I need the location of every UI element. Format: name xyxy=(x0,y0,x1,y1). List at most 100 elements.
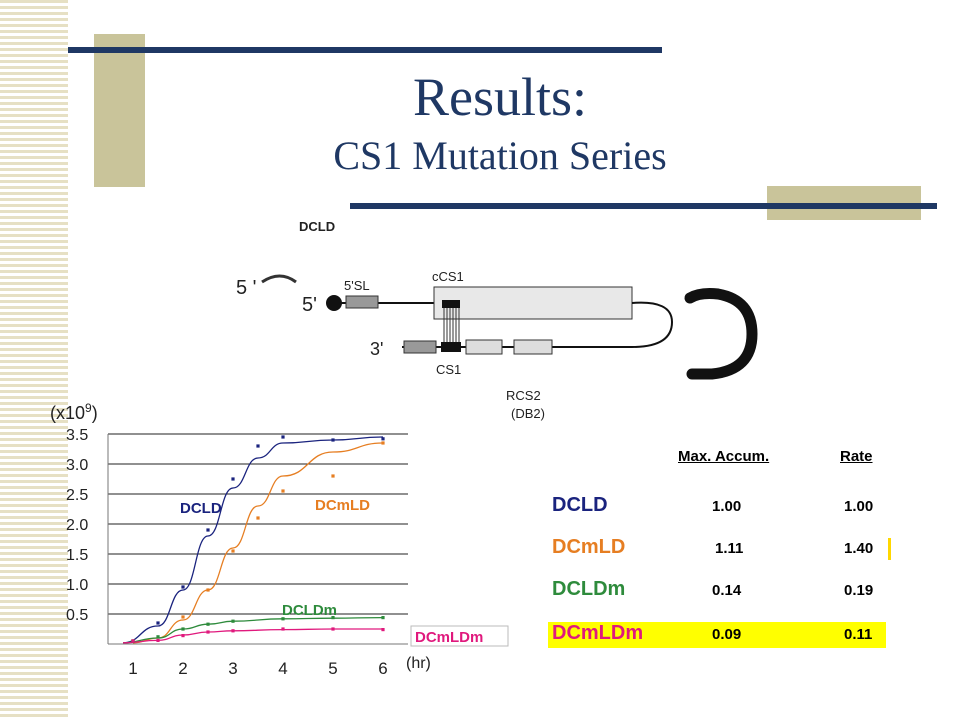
series-label-dcmld: DCmLD xyxy=(315,497,370,514)
data-point-dcmldm xyxy=(181,634,185,638)
db2-label: (DB2) xyxy=(511,406,545,421)
data-point-dcldm xyxy=(181,627,185,631)
row-max-accum: 1.11 xyxy=(715,540,744,557)
data-point-dcmld xyxy=(256,516,260,520)
row-max-accum: 0.14 xyxy=(712,582,742,599)
series-line-dcmldm xyxy=(122,628,383,644)
diagram-crop-mask xyxy=(250,382,710,390)
row-max-accum: 1.00 xyxy=(712,498,742,515)
table-row: DCmLD 1.11 1.40 xyxy=(548,536,886,562)
data-point-dcmld xyxy=(281,489,285,493)
series-label-dcmldm: DCmLDm xyxy=(415,629,483,646)
y-tick-labels: 3.5 3.0 2.5 2.0 1.5 1.0 0.5 xyxy=(66,427,88,624)
row-rate: 0.11 xyxy=(844,626,873,643)
y-tick-label: 0.5 xyxy=(66,607,88,624)
data-point-dcld xyxy=(381,437,385,441)
x-tick-label: 1 xyxy=(128,659,137,678)
series-line-dcmld xyxy=(132,442,384,644)
data-point-dcld xyxy=(256,444,260,448)
table-row: DCLDm 0.14 0.19 xyxy=(548,578,886,604)
data-point-dcmldm xyxy=(281,627,285,631)
sl-label: 5'SL xyxy=(344,278,370,293)
data-point-dcldm xyxy=(156,635,160,639)
rate-edge-mark xyxy=(888,538,891,560)
connecting-loop xyxy=(548,301,674,348)
row-rate: 1.00 xyxy=(844,498,874,515)
three-prime-block xyxy=(403,340,437,354)
data-point-dcld xyxy=(281,435,285,439)
x-tick-label: 4 xyxy=(278,659,287,678)
row-name: DCmLD xyxy=(552,536,626,558)
data-point-dcldm xyxy=(331,616,335,620)
black-hook-shape xyxy=(684,288,758,380)
data-point-dcld xyxy=(156,621,160,625)
diagram-top-label: DCLD xyxy=(299,219,335,234)
data-point-dcmld xyxy=(206,588,210,592)
row-rate: 1.40 xyxy=(844,540,874,557)
ccs1-dark-site xyxy=(442,300,460,308)
series-label-dcmldm-box xyxy=(410,625,509,647)
series-line-dcldm xyxy=(122,616,384,644)
table-row-highlighted: DCmLDm 0.09 0.11 xyxy=(548,622,886,648)
y-tick-label: 2.0 xyxy=(66,517,88,534)
data-point-dcldm xyxy=(231,619,235,623)
series-line-dcld xyxy=(122,436,384,644)
rcs2-block-b xyxy=(513,339,553,355)
x-tick-label: 3 xyxy=(228,659,237,678)
data-point-dcmldm xyxy=(331,627,335,631)
cs1-dark-site xyxy=(441,342,461,352)
y-multiplier-exponent: 9 xyxy=(85,401,92,415)
five-prime-label: 5' xyxy=(302,294,317,316)
data-point-dcldm xyxy=(381,616,385,620)
x-tick-labels: 1 2 3 4 5 6 xyxy=(128,659,387,678)
data-point-dcldm xyxy=(206,622,210,626)
x-tick-label: 6 xyxy=(378,659,387,678)
chart-axes xyxy=(107,434,408,645)
five-prime-cap-dot xyxy=(326,295,342,311)
chart-curves xyxy=(122,436,384,644)
col-header-max-accum: Max. Accum. xyxy=(678,448,770,465)
series-label-dcldm: DCLDm xyxy=(282,602,337,619)
data-point-dcld xyxy=(181,585,185,589)
y-tick-label: 1.5 xyxy=(66,547,88,564)
navy-rule-top xyxy=(68,47,662,53)
data-point-dcmld xyxy=(231,549,235,553)
x-unit-label: (hr) xyxy=(406,655,431,672)
data-point-dcld xyxy=(331,438,335,442)
sl-block xyxy=(345,295,379,309)
ccs1-label: cCS1 xyxy=(432,269,464,284)
base-pair-ladder xyxy=(443,308,460,342)
data-point-dcmldm xyxy=(156,638,160,642)
data-point-dcmld xyxy=(181,615,185,619)
y-tick-label: 1.0 xyxy=(66,577,88,594)
row-name: DCLD xyxy=(552,494,608,516)
row-name: DCmLDm xyxy=(552,622,644,644)
data-point-dcmldm xyxy=(131,639,135,643)
data-point-dcmld xyxy=(381,441,385,445)
data-point-dcldm xyxy=(281,617,285,621)
x-tick-label: 2 xyxy=(178,659,187,678)
x-tick-label: 5 xyxy=(328,659,337,678)
tan-block-top xyxy=(94,34,145,187)
data-point-dcmld xyxy=(331,474,335,478)
row-rate: 0.19 xyxy=(844,582,874,599)
left-stripe-decoration xyxy=(0,0,68,720)
y-tick-label: 3.5 xyxy=(66,427,88,444)
navy-rule-bottom xyxy=(350,203,937,209)
row-name: DCLDm xyxy=(552,578,626,600)
faded-loop-arc xyxy=(261,274,297,284)
col-header-rate: Rate xyxy=(840,448,873,465)
data-point-dcld xyxy=(206,528,210,532)
ccs1-box xyxy=(433,286,633,320)
chart-grid xyxy=(108,433,408,615)
data-point-dcmldm xyxy=(231,629,235,633)
data-point-dcmldm xyxy=(206,630,210,634)
y-multiplier-label: (x109) xyxy=(50,401,98,423)
series-label-dcld: DCLD xyxy=(180,500,222,517)
table-row: DCLD 1.00 1.00 xyxy=(548,494,886,520)
cs1-label: CS1 xyxy=(436,362,461,377)
row-max-accum: 0.09 xyxy=(712,626,742,643)
slide-subtitle: CS1 Mutation Series xyxy=(333,133,667,178)
